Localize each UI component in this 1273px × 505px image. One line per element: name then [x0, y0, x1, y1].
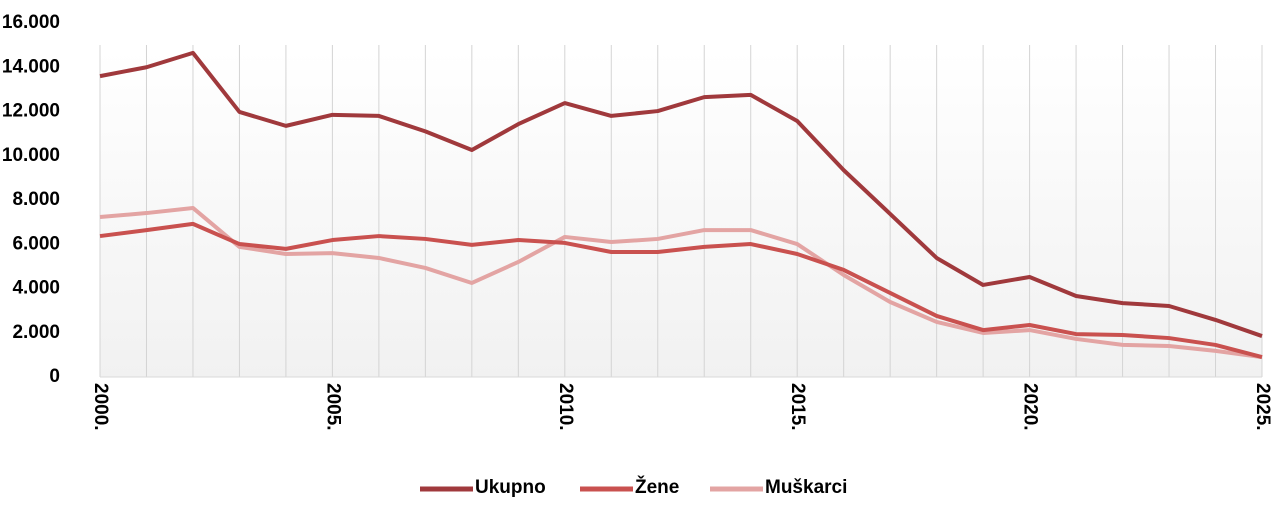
x-tick-label: 2010.	[555, 383, 576, 431]
y-tick-label: 8.000	[12, 189, 60, 210]
y-tick-label: 4.000	[12, 278, 60, 299]
legend-label: Žene	[635, 476, 679, 498]
x-tick-label: 2005.	[322, 383, 343, 431]
y-tick-label: 2.000	[12, 322, 60, 343]
x-tick-label: 2025.	[1252, 383, 1273, 431]
y-tick-label: 12.000	[2, 101, 60, 122]
line-series	[99, 205, 1263, 360]
x-tick-label: 2000.	[90, 383, 111, 431]
y-tick-label: 10.000	[2, 145, 60, 166]
line-series	[99, 221, 1263, 360]
legend-label: Muškarci	[765, 477, 847, 498]
line-series	[99, 50, 1263, 338]
x-tick-label: 2015.	[787, 383, 808, 431]
x-tick-label: 2020.	[1020, 383, 1041, 431]
plot-background	[100, 50, 1262, 377]
y-tick-label: 0	[49, 366, 60, 387]
y-tick-label: 16.000	[2, 12, 60, 33]
y-tick-label: 6.000	[12, 233, 60, 254]
legend-label: Ukupno	[475, 477, 546, 498]
y-tick-label: 14.000	[2, 56, 60, 77]
